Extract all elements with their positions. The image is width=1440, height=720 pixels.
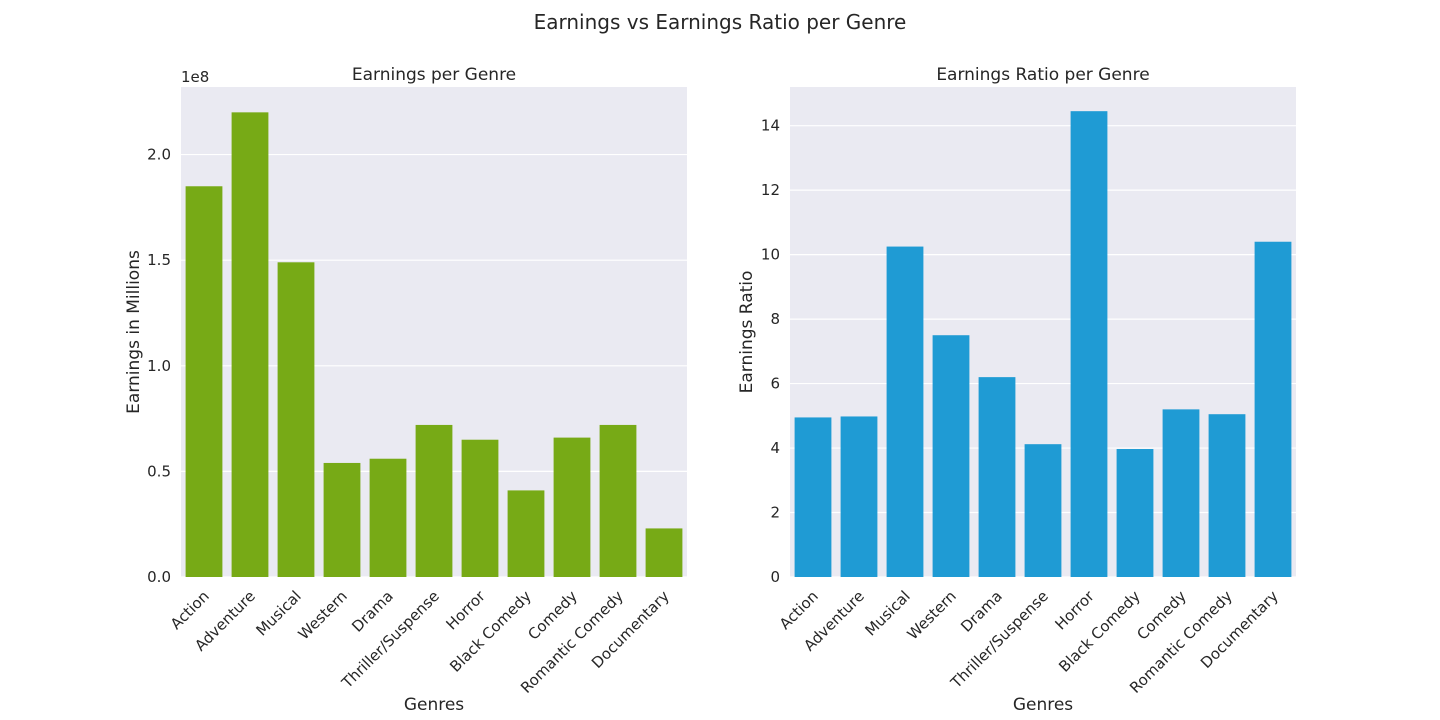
bar-action — [185, 186, 223, 577]
x-axis-ticks: ActionAdventureMusicalWesternDramaThrill… — [167, 587, 673, 697]
y-tick-label: 2 — [770, 504, 780, 522]
y-tick-label: 0.5 — [147, 462, 171, 480]
y-tick-label: 2.0 — [147, 146, 171, 164]
y-axis-ticks: 0.0 0.5 1.0 1.5 2.0 — [147, 146, 171, 586]
x-tick-label: Western — [904, 587, 960, 643]
chart-title: Earnings Ratio per Genre — [936, 65, 1149, 85]
bar-action — [794, 417, 832, 577]
earnings-chart: 0.0 0.5 1.0 1.5 2.0 ActionAdventureMusicalWe… — [124, 65, 687, 715]
bar-horror — [461, 439, 499, 577]
bar-documentary — [1254, 241, 1292, 577]
y-tick-label: 0.0 — [147, 568, 171, 586]
bar-romantic-comedy — [1208, 414, 1246, 577]
y-tick-label: 12 — [761, 181, 780, 199]
bar-comedy — [1162, 409, 1200, 577]
offset-label: 1e8 — [181, 68, 209, 86]
y-tick-label: 1.5 — [147, 251, 171, 269]
bar-thriller-suspense — [415, 424, 453, 577]
y-tick-label: 8 — [770, 310, 780, 328]
y-tick-label: 1.0 — [147, 357, 171, 375]
x-axis-label: Genres — [1013, 695, 1073, 715]
bars — [185, 112, 683, 578]
bar-comedy — [553, 437, 591, 577]
y-tick-label: 6 — [770, 375, 780, 393]
bars — [794, 111, 1292, 577]
bar-black-comedy — [507, 490, 545, 577]
bar-romantic-comedy — [599, 424, 637, 577]
bar-musical — [886, 246, 924, 577]
figure-title: Earnings vs Earnings Ratio per Genre — [534, 10, 907, 34]
x-tick-label: Black Comedy — [446, 587, 535, 676]
bar-thriller-suspense — [1024, 444, 1062, 577]
bar-adventure — [231, 112, 269, 578]
bar-black-comedy — [1116, 449, 1154, 577]
bar-western — [932, 335, 970, 577]
bar-documentary — [645, 528, 683, 577]
y-axis-label: Earnings Ratio — [737, 271, 757, 394]
x-axis-ticks: ActionAdventureMusicalWesternDramaThrill… — [776, 587, 1282, 697]
y-tick-label: 10 — [761, 246, 780, 264]
bar-drama — [369, 458, 407, 577]
bar-drama — [978, 377, 1016, 577]
y-tick-label: 14 — [761, 117, 780, 135]
y-axis-ticks: 0 2 4 6 8 10 12 14 — [761, 117, 780, 586]
y-axis-label: Earnings in Millions — [124, 250, 144, 414]
bar-horror — [1070, 111, 1108, 577]
y-tick-label: 4 — [770, 439, 780, 457]
bar-musical — [277, 262, 315, 577]
bar-adventure — [840, 416, 878, 577]
bar-western — [323, 462, 361, 577]
chart-title: Earnings per Genre — [352, 65, 516, 85]
y-tick-label: 0 — [770, 568, 780, 586]
x-tick-label: Black Comedy — [1055, 587, 1144, 676]
x-axis-label: Genres — [404, 695, 464, 715]
earnings-ratio-chart: 0 2 4 6 8 10 12 14 ActionAdventureMusicalWester… — [737, 65, 1296, 715]
x-tick-label: Western — [295, 587, 351, 643]
